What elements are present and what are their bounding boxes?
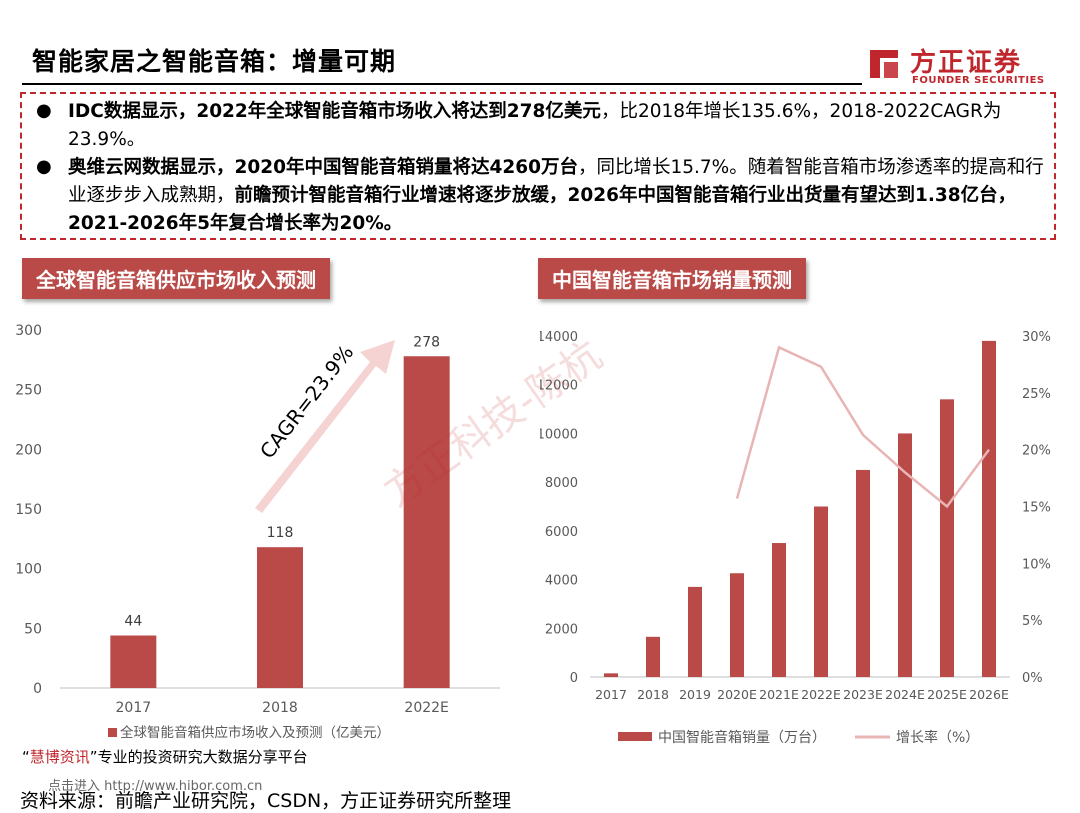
y-left-tick-label: 8000 [545, 476, 578, 491]
bar [646, 636, 660, 677]
global-revenue-chart: 05010015020025030044201711820182782022EC… [15, 323, 500, 741]
footer-note-rest: 专业的投资研究大数据分享平台 [97, 748, 308, 766]
left-chart-title: 全球智能音箱供应市场收入预测 [22, 258, 330, 299]
legend-label: 全球智能音箱供应市场收入及预测（亿美元） [120, 724, 390, 741]
summary-box: ● IDC数据显示，2022年全球智能音箱市场收入将达到278亿美元，比2018… [20, 92, 1056, 240]
china-sales-chart: 0 2000 4000 6000 8000 10000 12000 14000 0% 5% 10% 1… [540, 330, 1051, 746]
legend-label-bar: 中国智能音箱销量（万台） [658, 729, 826, 746]
legend-swatch [108, 728, 117, 737]
bar [110, 635, 157, 688]
x-tick-label: 2024E [885, 687, 925, 702]
bar [403, 356, 450, 688]
bullet-dot-icon: ● [36, 100, 52, 121]
brand-name-cn: 方正证券 [910, 48, 1023, 78]
bar [982, 340, 996, 677]
x-tick-label: 2026E [969, 687, 1009, 702]
y-tick-label: 0 [33, 681, 42, 697]
bullet1-bold: IDC数据显示，2022年全球智能音箱市场收入将达到278亿美元 [68, 101, 601, 122]
x-tick-label: 2017 [116, 700, 152, 716]
y-tick-label: 200 [15, 442, 42, 458]
bullet2-bold2: 前瞻预计智能音箱行业增速将逐步放缓，2026年中国智能音箱行业出货量有望达到1.… [68, 185, 1017, 234]
data-label: 278 [413, 334, 440, 350]
legend-swatch-bar [618, 732, 652, 741]
data-label: 118 [267, 525, 294, 541]
bar [604, 673, 618, 677]
y-tick-label: 150 [15, 502, 42, 518]
y-right-tick-label: 10% [1022, 557, 1051, 572]
hibor-link[interactable]: 慧博资讯 [29, 748, 90, 766]
bar [940, 399, 954, 677]
bullet1-rest: ，比2018年增长135.6%，2018-2022CAGR为23.9%。 [68, 101, 1002, 150]
footer-note: “慧博资讯”专业的投资研究大数据分享平台 [22, 746, 308, 767]
y-left-tick-label: 10000 [540, 427, 578, 442]
x-tick-label: 2020E [717, 687, 757, 702]
y-left-tick-label: 6000 [545, 525, 578, 540]
y-left-tick-label: 4000 [545, 574, 578, 589]
x-tick-label: 2018 [637, 687, 669, 702]
bullet2-mid: ，同比增长15.7%。随着智能音箱市场渗透率的提高和行业逐步步入成熟期， [68, 157, 1044, 206]
quote-open: “ [22, 748, 30, 766]
x-tick-label: 2017 [595, 687, 627, 702]
footer-faint-link[interactable]: 点击进入 http://www.hibor.com.cn [48, 779, 263, 794]
founder-logo-icon [870, 50, 898, 78]
x-tick-label: 2019 [679, 687, 711, 702]
right-chart-title: 中国智能音箱市场销量预测 [538, 258, 806, 299]
y-right-tick-label: 25% [1022, 387, 1051, 402]
summary-bullet-1: IDC数据显示，2022年全球智能音箱市场收入将达到278亿美元，比2018年增… [68, 98, 1053, 154]
x-tick-label: 2022E [801, 687, 841, 702]
y-right-tick-label: 20% [1022, 444, 1051, 459]
y-right-tick-label: 30% [1022, 330, 1051, 345]
quote-close: ” [89, 748, 98, 766]
y-right-tick-label: 5% [1022, 614, 1043, 629]
y-left-tick-label: 14000 [540, 330, 578, 345]
y-tick-label: 300 [15, 323, 42, 339]
x-tick-label: 2023E [843, 687, 883, 702]
x-tick-label: 2025E [927, 687, 967, 702]
bar [772, 543, 786, 677]
bar [856, 469, 870, 677]
summary-bullet-2: 奥维云网数据显示，2020年中国智能音箱销量将达4260万台，同比增长15.7%… [68, 154, 1053, 238]
legend-label-line: 增长率（%） [896, 729, 979, 746]
bullet2-bold1: 奥维云网数据显示，2020年中国智能音箱销量将达4260万台 [68, 157, 578, 178]
title-divider [22, 83, 862, 85]
x-tick-label: 2018 [262, 700, 298, 716]
y-left-tick-label: 0 [570, 671, 578, 686]
bar [257, 547, 303, 688]
growth-rate-line [735, 345, 991, 509]
y-tick-label: 100 [15, 562, 42, 578]
bar [898, 433, 912, 677]
x-tick-label: 2021E [759, 687, 799, 702]
page-title: 智能家居之智能音箱：增量可期 [32, 47, 397, 76]
y-left-tick-label: 2000 [545, 622, 578, 637]
bullet-dot-icon: ● [36, 156, 52, 177]
y-right-tick-label: 0% [1022, 671, 1043, 686]
bar [688, 586, 702, 677]
y-right-tick-label: 15% [1022, 501, 1051, 516]
x-tick-label: 2022E [404, 700, 448, 716]
bar [730, 573, 744, 677]
bar [814, 506, 828, 677]
y-tick-label: 50 [24, 621, 42, 637]
source-line: 资料来源：前瞻产业研究院，CSDN，方正证券研究所整理 [20, 790, 512, 812]
y-tick-label: 250 [15, 383, 42, 399]
brand-name-en: FOUNDER SECURITIES [912, 75, 1045, 86]
y-left-tick-label: 12000 [540, 379, 578, 394]
cagr-arrow-icon [255, 340, 395, 513]
data-label: 44 [124, 613, 142, 629]
